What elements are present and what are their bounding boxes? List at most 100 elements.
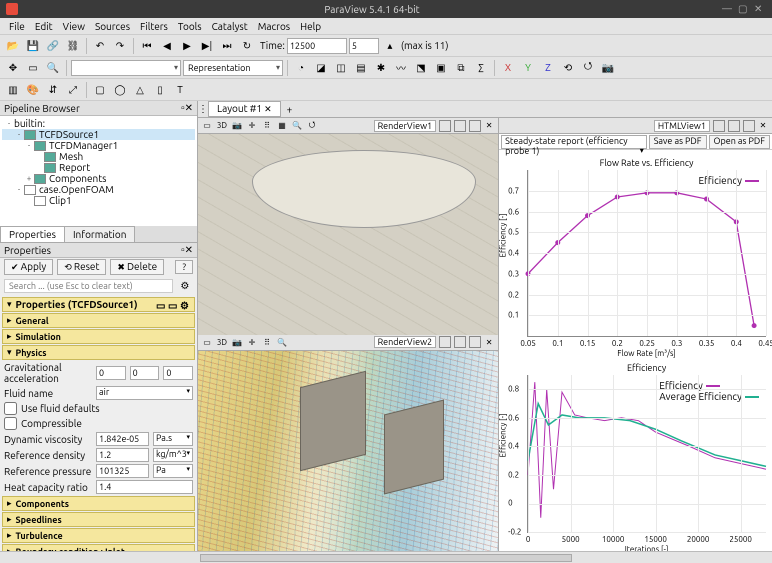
rotate-icon[interactable]: ⭯ (579, 59, 597, 77)
rv1-3d-icon[interactable]: 3D (215, 119, 229, 133)
tree-item[interactable]: -TCFDSource1 (2, 129, 195, 140)
tree-item[interactable]: -builtin: (2, 118, 195, 129)
axes-x-icon[interactable]: X (499, 59, 517, 77)
open-pdf-button[interactable]: Open as PDF (709, 135, 770, 149)
loop-icon[interactable]: ↻ (238, 37, 256, 55)
tab-properties[interactable]: Properties (0, 226, 65, 242)
color-bar-icon[interactable]: ▥ (4, 81, 22, 99)
section-bc-inlet[interactable]: Boundary condition : Inlet (2, 544, 195, 551)
section-components[interactable]: Components (2, 496, 195, 511)
minimize-button[interactable]: — (722, 3, 734, 15)
time-step-up-icon[interactable]: ▴ (381, 37, 399, 55)
hv-split-h-icon[interactable] (713, 120, 725, 132)
first-frame-icon[interactable]: ⏮ (138, 37, 156, 55)
menu-tools[interactable]: Tools (173, 21, 207, 32)
reset-button[interactable]: ⟲ Reset (57, 259, 106, 275)
rv2-select-points-icon[interactable]: ⠿ (260, 335, 274, 349)
maximize-button[interactable]: ▢ (738, 3, 750, 15)
pipeline-close-icon[interactable]: ▫✕ (181, 102, 193, 114)
axes-z-icon[interactable]: Z (539, 59, 557, 77)
disconnect-icon[interactable]: ⛓ (64, 37, 82, 55)
menu-edit[interactable]: Edit (30, 21, 58, 32)
section-simulation[interactable]: Simulation (2, 329, 195, 344)
filter-group-icon[interactable]: ▣ (432, 59, 450, 77)
filter-warp-icon[interactable]: ⬔ (412, 59, 430, 77)
help-button[interactable]: ? (175, 260, 193, 274)
section-physics[interactable]: Physics (2, 345, 195, 360)
rv2-pick-icon[interactable]: ▭ (200, 335, 214, 349)
menu-file[interactable]: File (4, 21, 30, 32)
section-speedlines[interactable]: Speedlines (2, 512, 195, 527)
rv2-camera-icon[interactable]: 📷 (230, 335, 244, 349)
status-scroll-track[interactable] (200, 554, 572, 562)
section-source[interactable]: Properties (TCFDSource1) ▭▭⚙ (2, 297, 195, 312)
menu-view[interactable]: View (58, 21, 90, 32)
gravity-x-input[interactable] (96, 366, 126, 380)
rv1-max-icon[interactable] (469, 120, 481, 132)
tab-information[interactable]: Information (64, 226, 135, 242)
redo-icon[interactable]: ↷ (111, 37, 129, 55)
gravity-z-input[interactable] (163, 366, 193, 380)
tree-item[interactable]: +Components (2, 173, 195, 184)
advanced-toggle-icon[interactable]: ⚙ (177, 277, 193, 295)
filter-contour-icon[interactable]: ◔ (292, 59, 310, 77)
dynvisc-unit[interactable]: Pa.s (153, 432, 193, 446)
rescale-icon[interactable]: ⇵ (44, 81, 62, 99)
save-icon[interactable]: 💾 (24, 37, 42, 55)
tree-item[interactable]: Mesh (2, 151, 195, 162)
filter-stream-icon[interactable]: 〰 (392, 59, 410, 77)
sphere-icon[interactable]: ◯ (111, 81, 129, 99)
active-variable-combo[interactable] (71, 60, 181, 76)
open-icon[interactable]: 📂 (4, 37, 22, 55)
rv2-zoom-icon[interactable]: 🔍 (275, 335, 289, 349)
select-icon[interactable]: ▭ (24, 59, 42, 77)
refdens-input[interactable] (96, 448, 149, 462)
report-combo[interactable]: Steady-state report (efficiency probe 1) (501, 135, 647, 149)
rv1-select-cells-icon[interactable]: ▦ (275, 119, 289, 133)
filter-extract-icon[interactable]: ⧉ (452, 59, 470, 77)
screenshot-icon[interactable]: 📷 (599, 59, 617, 77)
rv2-3d-icon[interactable]: 3D (215, 335, 229, 349)
properties-close-icon[interactable]: ▫✕ (181, 244, 193, 256)
renderview1[interactable] (198, 134, 498, 335)
layout-add-tab[interactable]: + (281, 103, 299, 116)
layout-tab[interactable]: Layout #1 ✕ (208, 101, 281, 117)
cylinder-icon[interactable]: ▯ (151, 81, 169, 99)
reset-camera-icon[interactable]: ⟲ (559, 59, 577, 77)
refpres-unit[interactable]: Pa (153, 464, 193, 478)
refdens-unit[interactable]: kg/m^3 (153, 448, 193, 462)
hv-close-icon[interactable]: ✕ (756, 119, 770, 133)
text-icon[interactable]: T (171, 81, 189, 99)
rv2-close-icon[interactable]: ✕ (482, 335, 496, 349)
hv-split-v-icon[interactable] (728, 120, 740, 132)
close-button[interactable]: ✕ (754, 3, 766, 15)
box-icon[interactable]: ▢ (91, 81, 109, 99)
menu-macros[interactable]: Macros (253, 21, 295, 32)
rv1-axes-icon[interactable]: ✛ (245, 119, 259, 133)
rescale-custom-icon[interactable]: ⤢ (64, 81, 82, 99)
apply-button[interactable]: ✔ Apply (4, 259, 53, 275)
time-step-input[interactable] (349, 38, 379, 54)
tree-item[interactable]: -TCFDManager1 (2, 140, 195, 151)
prev-frame-icon[interactable]: ◀ (158, 37, 176, 55)
play-icon[interactable]: ▶ (178, 37, 196, 55)
dynvisc-input[interactable] (96, 432, 149, 446)
gravity-y-input[interactable] (130, 366, 160, 380)
rv1-camera-icon[interactable]: 📷 (230, 119, 244, 133)
axes-y-icon[interactable]: Y (519, 59, 537, 77)
edit-color-icon[interactable]: 🎨 (24, 81, 42, 99)
rv1-zoom-icon[interactable]: 🔍 (290, 119, 304, 133)
last-frame-icon[interactable]: ⏭ (218, 37, 236, 55)
save-pdf-button[interactable]: Save as PDF (649, 135, 707, 149)
renderview2[interactable] (198, 351, 498, 552)
heatcap-input[interactable] (96, 480, 193, 494)
layout-handle-icon[interactable]: ⋮ (198, 103, 208, 115)
undo-icon[interactable]: ↶ (91, 37, 109, 55)
menu-help[interactable]: Help (295, 21, 326, 32)
time-input[interactable] (287, 38, 347, 54)
tree-item[interactable]: -case.OpenFOAM (2, 184, 195, 195)
pipeline-tree[interactable]: -builtin:-TCFDSource1-TCFDManager1MeshRe… (0, 116, 197, 226)
representation-combo[interactable]: Representation (183, 60, 283, 76)
zoom-icon[interactable]: 🔍 (44, 59, 62, 77)
fluid-combo[interactable]: air (96, 386, 193, 400)
